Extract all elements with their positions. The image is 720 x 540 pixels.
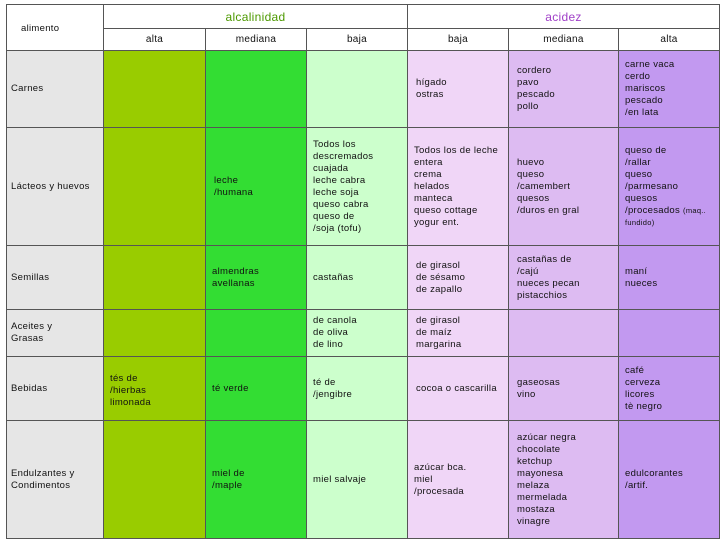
cell-endulzantes-acd-alta: edulcorantes /artif.: [619, 421, 720, 539]
row-label-aceites: Aceites y Grasas: [6, 310, 104, 357]
cell-text: azúcar negra chocolate ketchup mayonesa …: [517, 431, 577, 527]
cell-lacteos-alc-mediana: leche /humana: [206, 128, 307, 246]
row-label: Lácteos y huevos: [11, 180, 90, 192]
cell-endulzantes-alc-baja: miel salvaje: [307, 421, 408, 539]
row-label-bebidas: Bebidas: [6, 357, 104, 421]
cell-carnes-alc-baja: [307, 51, 408, 128]
subheader-alc-alta: alta: [104, 29, 206, 51]
cell-text: gaseosas vino: [517, 376, 561, 400]
cell-bebidas-acd-baja: cocoa o cascarilla: [408, 357, 509, 421]
cell-text: cocoa o cascarilla: [416, 382, 497, 394]
cell-carnes-alc-mediana: [206, 51, 307, 128]
cell-semillas-alc-alta: [104, 246, 206, 310]
cell-carnes-acd-baja: hígado ostras: [408, 51, 509, 128]
cell-text: huevo queso /camembert quesos /duros en …: [517, 156, 580, 216]
cell-note: fundido): [625, 217, 655, 227]
row-label: Semillas: [11, 271, 50, 283]
row-label: Carnes: [11, 83, 44, 94]
cell-text: Todos los descremados cuajada leche cabr…: [313, 138, 374, 234]
subheader-acd-mediana: mediana: [509, 29, 619, 51]
alcalinidad-label: alcalinidad: [225, 9, 286, 24]
cell-semillas-alc-mediana: almendras avellanas: [206, 246, 307, 310]
cell-text: café cerveza licores tè negro: [625, 364, 663, 412]
alimento-label: alimento: [21, 23, 60, 34]
cell-text: de girasol de maíz margarina: [416, 315, 462, 350]
cell-text: miel salvaje: [313, 473, 367, 485]
cell-bebidas-alc-alta: tés de /hierbas limonada: [104, 357, 206, 421]
cell-endulzantes-acd-baja: azúcar bca. miel /procesada: [408, 421, 509, 539]
cell-semillas-acd-baja: de girasol de sésamo de zapallo: [408, 246, 509, 310]
cell-text: castañas de /cajú nueces pecan pistacchi…: [517, 253, 580, 301]
cell-text: tés de /hierbas limonada: [110, 373, 151, 408]
acidez-label: acidez: [545, 9, 582, 24]
cell-aceites-alc-alta: [104, 310, 206, 357]
cell-endulzantes-acd-mediana: azúcar negra chocolate ketchup mayonesa …: [509, 421, 619, 539]
cell-lacteos-acd-mediana: huevo queso /camembert quesos /duros en …: [509, 128, 619, 246]
subheader-alc-mediana: mediana: [206, 29, 307, 51]
cell-text: té verde: [212, 382, 249, 394]
cell-semillas-acd-mediana: castañas de /cajú nueces pecan pistacchi…: [509, 246, 619, 310]
cell-text: Todos los de leche entera crema helados …: [414, 144, 499, 228]
cell-bebidas-alc-mediana: té verde: [206, 357, 307, 421]
cell-semillas-acd-alta: maní nueces: [619, 246, 720, 310]
subheader-label: mediana: [543, 33, 584, 45]
cell-bebidas-acd-alta: café cerveza licores tè negro: [619, 357, 720, 421]
alimento-header: alimento: [6, 4, 104, 51]
cell-aceites-acd-mediana: [509, 310, 619, 357]
row-label-endulzantes: Endulzantes y Condimentos: [6, 421, 104, 539]
subheader-label: mediana: [235, 33, 277, 45]
cell-text: leche /humana: [214, 174, 254, 198]
cell-aceites-acd-alta: [619, 310, 720, 357]
row-label-semillas: Semillas: [6, 246, 104, 310]
cell-lacteos-acd-baja: Todos los de leche entera crema helados …: [408, 128, 509, 246]
cell-bebidas-acd-mediana: gaseosas vino: [509, 357, 619, 421]
cell-endulzantes-alc-mediana: miel de /maple: [206, 421, 307, 539]
cell-carnes-alc-alta: [104, 51, 206, 128]
cell-text: queso de /rallar queso /parmesano quesos…: [625, 145, 706, 229]
cell-text: cordero pavo pescado pollo: [517, 65, 556, 112]
row-label: Bebidas: [11, 382, 48, 394]
cell-semillas-alc-baja: castañas: [307, 246, 408, 310]
cell-text-main: queso de /rallar queso /parmesano quesos…: [625, 144, 681, 216]
cell-aceites-alc-mediana: [206, 310, 307, 357]
cell-carnes-acd-alta: carne vaca cerdo mariscos pescado /en la…: [619, 51, 720, 128]
cell-aceites-alc-baja: de canola de oliva de lino: [307, 310, 408, 357]
cell-text: miel de /maple: [212, 467, 245, 491]
cell-lacteos-acd-alta: queso de /rallar queso /parmesano quesos…: [619, 128, 720, 246]
cell-text: edulcorantes /artif.: [625, 467, 683, 491]
cell-endulzantes-alc-alta: [104, 421, 206, 539]
cell-aceites-acd-baja: de girasol de maíz margarina: [408, 310, 509, 357]
row-label-carnes: Carnes: [6, 51, 104, 128]
row-label: Aceites y Grasas: [11, 321, 53, 344]
cell-carnes-acd-mediana: cordero pavo pescado pollo: [509, 51, 619, 128]
acidez-header: acidez: [408, 4, 720, 29]
cell-text: maní nueces: [625, 265, 658, 289]
cell-text: té de /jengibre: [313, 376, 353, 400]
subheader-alc-baja: baja: [307, 29, 408, 51]
cell-note: (maq..: [683, 205, 707, 215]
cell-text: hígado ostras: [416, 77, 447, 100]
cell-bebidas-alc-baja: té de /jengibre: [307, 357, 408, 421]
cell-lacteos-alc-baja: Todos los descremados cuajada leche cabr…: [307, 128, 408, 246]
subheader-acd-baja: baja: [408, 29, 509, 51]
row-label: Endulzantes y Condimentos: [11, 467, 75, 491]
subheader-label: baja: [447, 33, 469, 45]
cell-lacteos-alc-alta: [104, 128, 206, 246]
row-label-lacteos: Lácteos y huevos: [6, 128, 104, 246]
subheader-acd-alta: alta: [619, 29, 720, 51]
cell-text: de girasol de sésamo de zapallo: [416, 259, 466, 295]
alcalinidad-header: alcalinidad: [104, 4, 408, 29]
subheader-label: alta: [660, 33, 678, 45]
cell-text: castañas: [313, 271, 354, 283]
cell-text: de canola de oliva de lino: [313, 315, 357, 350]
subheader-label: baja: [346, 33, 368, 45]
cell-text: almendras avellanas: [212, 265, 260, 289]
subheader-label: alta: [145, 33, 164, 45]
cell-text: carne vaca cerdo mariscos pescado /en la…: [625, 59, 675, 118]
cell-text: azúcar bca. miel /procesada: [414, 461, 467, 497]
